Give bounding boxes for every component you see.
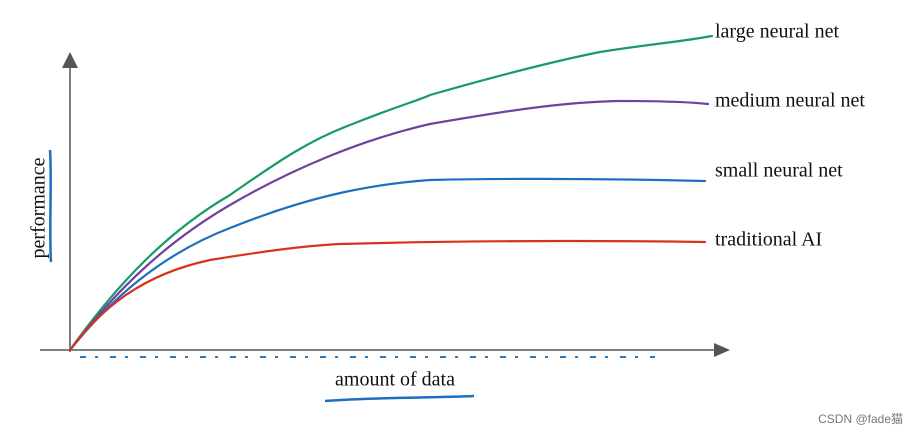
medium-neural-net-curve [68, 99, 710, 352]
x-axis-label: amount of data [335, 369, 455, 391]
traditional-ai-curve [68, 239, 707, 352]
large-neural-net-curve [68, 34, 714, 352]
curve-label: medium neural net [715, 90, 865, 112]
underline [48, 149, 53, 263]
x-axis-arrow [714, 343, 730, 357]
curve-label: large neural net [715, 21, 839, 43]
y-axis-arrow [62, 52, 78, 68]
y-axis-label: performance [28, 157, 50, 258]
curve-label: traditional AI [715, 229, 822, 251]
small-neural-net-curve [68, 177, 707, 352]
underline [324, 394, 475, 403]
watermark: CSDN @fade猫 [818, 412, 903, 426]
curve-label: small neural net [715, 160, 843, 182]
